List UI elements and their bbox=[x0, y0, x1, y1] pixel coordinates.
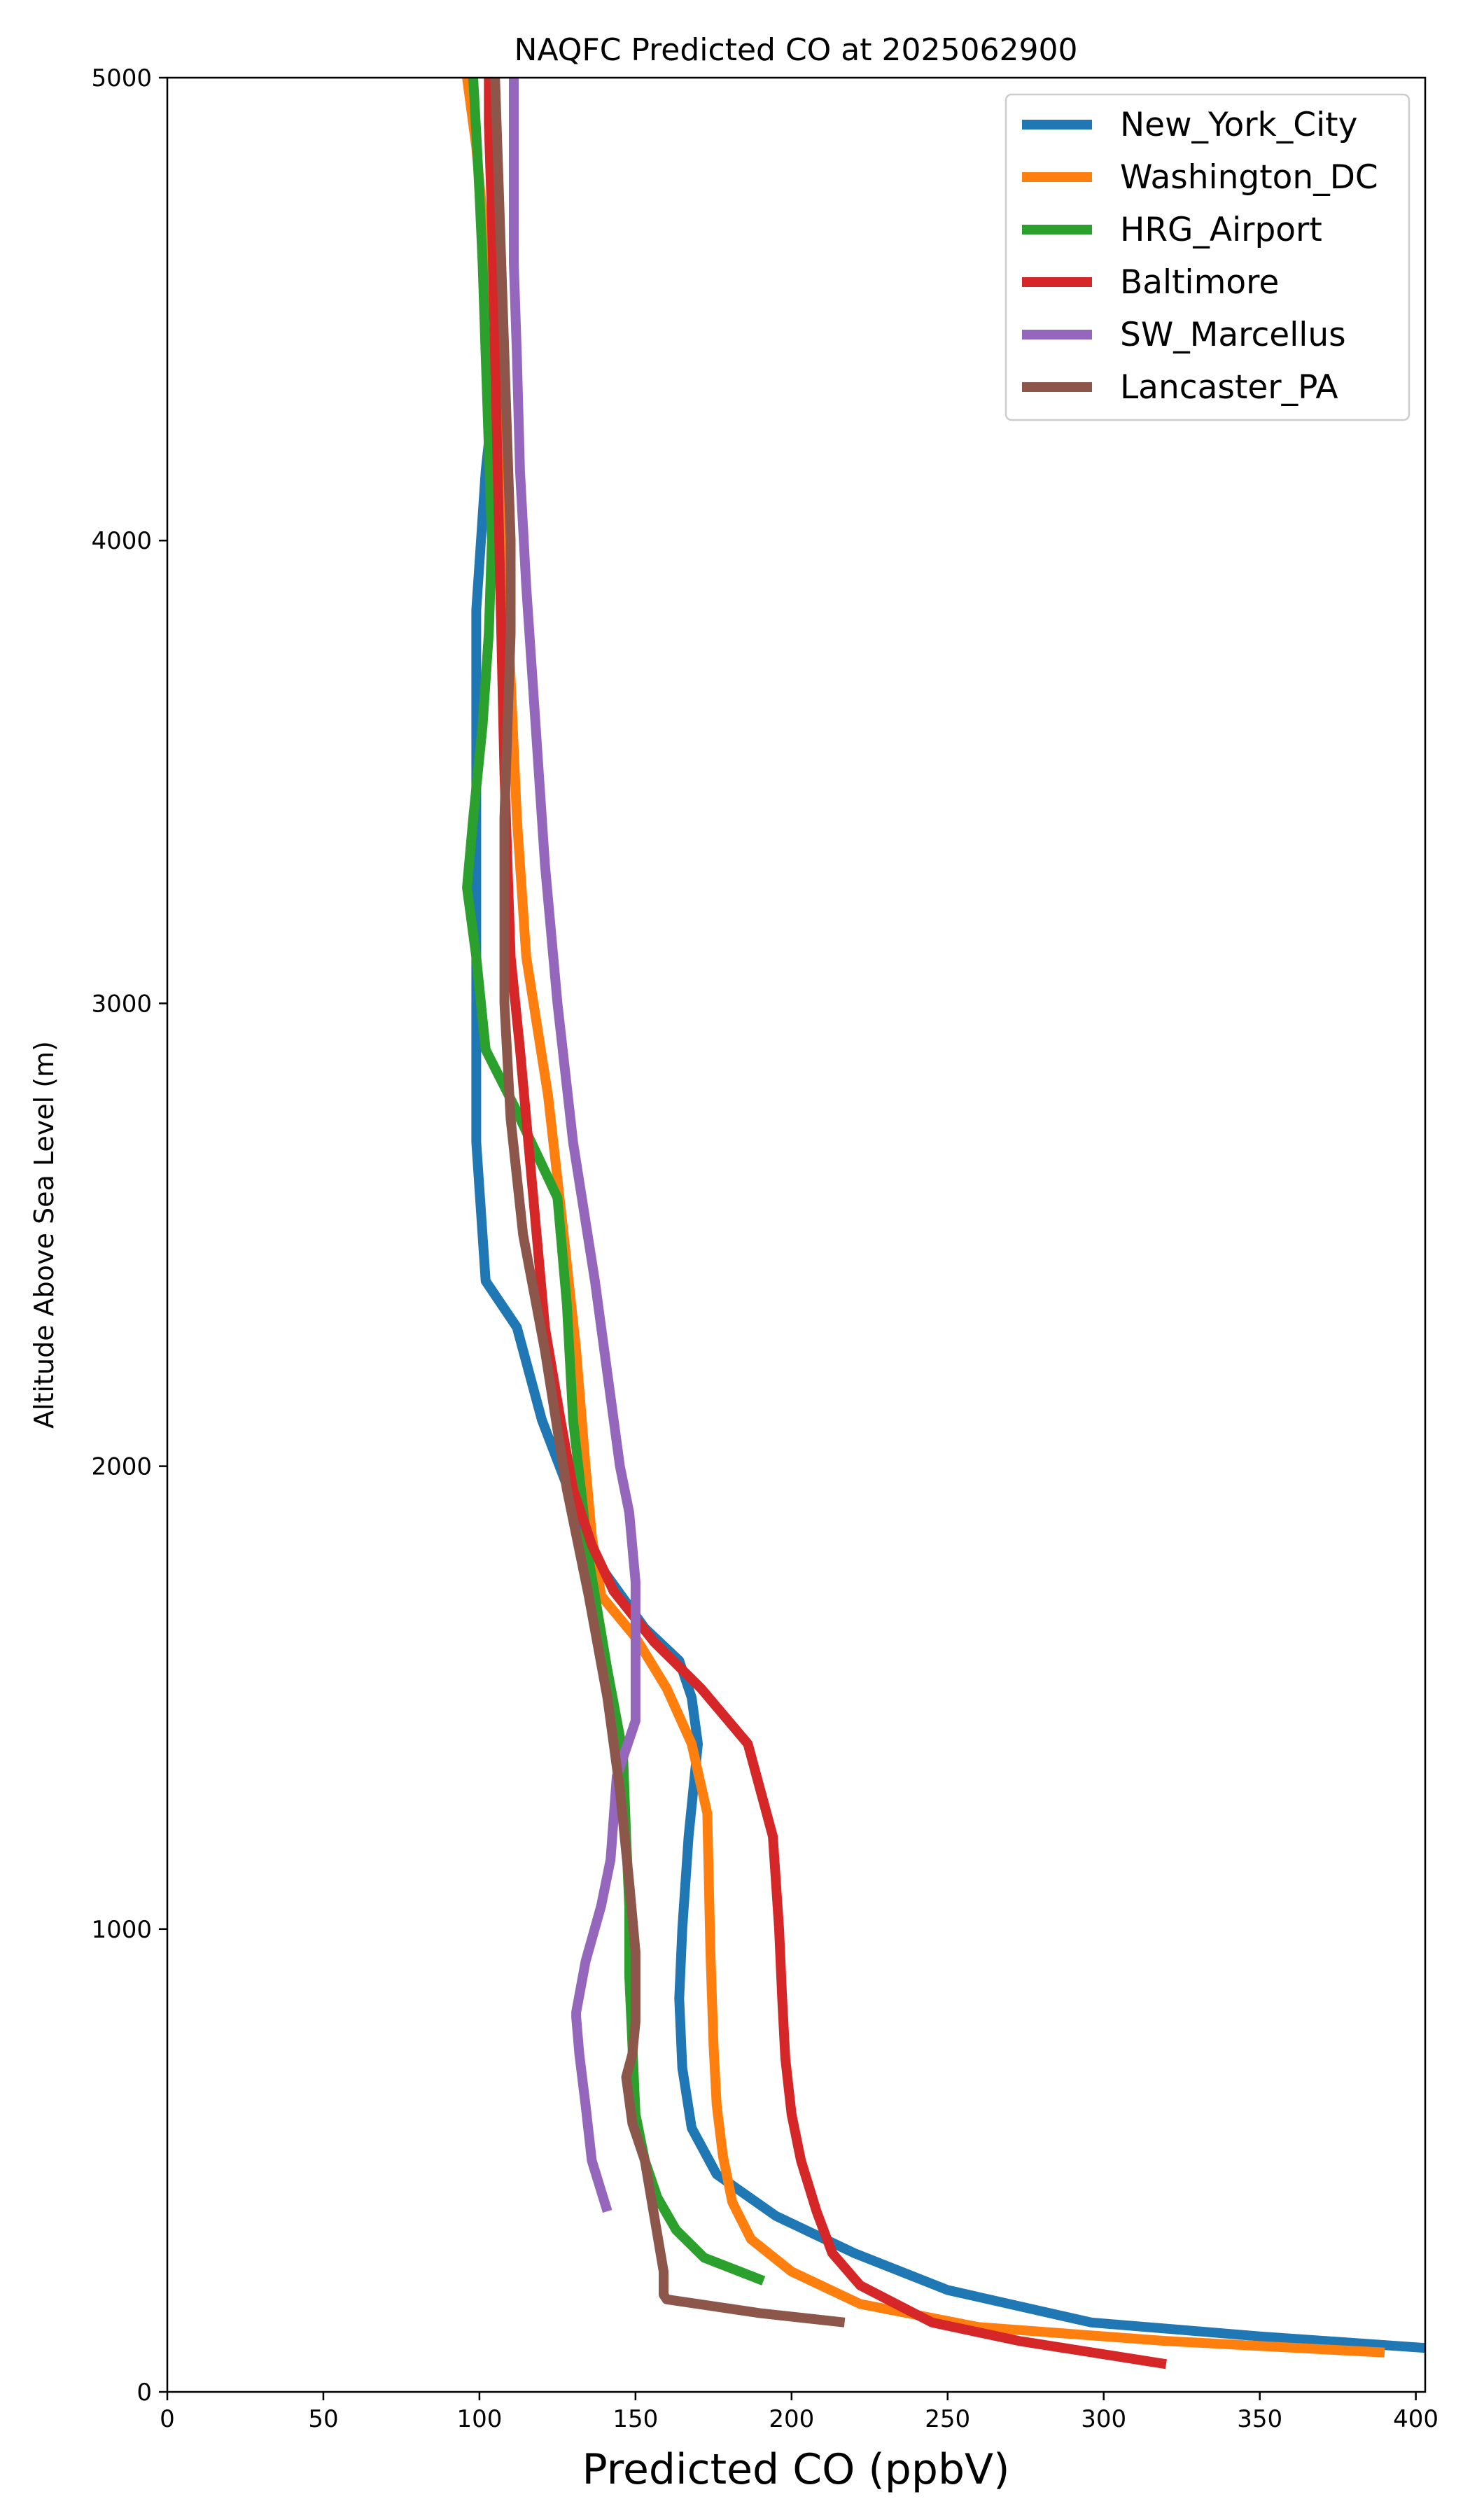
y-tick-label: 2000 bbox=[91, 1453, 152, 1481]
x-tick-label: 350 bbox=[1237, 2405, 1282, 2433]
x-tick-label: 200 bbox=[769, 2405, 814, 2433]
x-tick-label: 0 bbox=[160, 2405, 175, 2433]
y-tick-label: 4000 bbox=[91, 527, 152, 555]
plot-area bbox=[167, 78, 1425, 2392]
y-axis-label: Altitude Above Sea Level (m) bbox=[29, 1041, 59, 1429]
legend-label-baltimore: Baltimore bbox=[1120, 263, 1279, 302]
x-tick-label: 300 bbox=[1081, 2405, 1126, 2433]
y-tick-label: 1000 bbox=[91, 1916, 152, 1944]
series-line-sw-marcellus bbox=[509, 78, 640, 2213]
x-axis: 0 50 100 150 200 250 300 350 400 bbox=[160, 2392, 1438, 2433]
series-layer bbox=[462, 78, 1425, 2370]
legend-items: New_York_City Washington_DC HRG_Airport Bal… bbox=[1022, 106, 1378, 407]
legend-label-hrg-airport: HRG_Airport bbox=[1120, 211, 1322, 249]
x-tick-label: 250 bbox=[925, 2405, 970, 2433]
series-line-new-york-city bbox=[471, 354, 1425, 2353]
legend-label-new-york-city: New_York_City bbox=[1120, 106, 1357, 144]
legend-box bbox=[1004, 93, 1410, 421]
y-tick-label: 5000 bbox=[91, 64, 152, 92]
y-tick-label: 3000 bbox=[91, 990, 152, 1018]
x-axis-label: Predicted CO (ppbV) bbox=[582, 2445, 1009, 2494]
legend: New_York_City Washington_DC HRG_Airport Bal… bbox=[1004, 93, 1410, 421]
x-tick-label: 100 bbox=[456, 2405, 502, 2433]
x-tick-label: 50 bbox=[308, 2405, 338, 2433]
chart-title: NAQFC Predicted CO at 2025062900 bbox=[514, 32, 1078, 68]
legend-label-lancaster-pa: Lancaster_PA bbox=[1120, 368, 1338, 407]
x-tick-label: 400 bbox=[1393, 2405, 1438, 2433]
x-tick-label: 150 bbox=[612, 2405, 658, 2433]
legend-label-sw-marcellus: SW_Marcellus bbox=[1120, 316, 1346, 354]
y-tick-label: 0 bbox=[136, 2379, 152, 2407]
series-line-lancaster-pa bbox=[490, 78, 846, 2328]
axes-frame bbox=[166, 76, 1427, 2393]
legend-label-washington-dc: Washington_DC bbox=[1120, 158, 1378, 197]
series-line-baltimore bbox=[484, 78, 1167, 2370]
y-axis: 0 1000 2000 3000 4000 5000 bbox=[91, 64, 167, 2407]
